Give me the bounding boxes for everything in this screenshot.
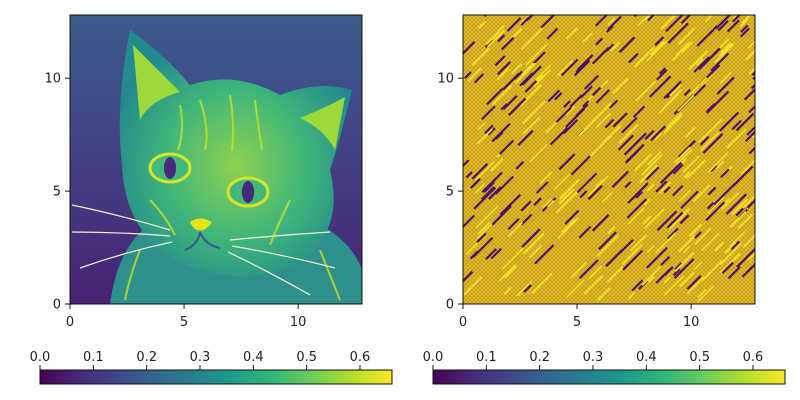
colorbar-tick-label: 0.0 bbox=[30, 350, 51, 365]
colorbar-tick-label: 0.2 bbox=[529, 350, 550, 365]
right-heatmap-panel bbox=[462, 14, 756, 305]
y-tick-label: 10 bbox=[437, 72, 454, 87]
y-tick-label: 0 bbox=[53, 298, 61, 313]
colorbar-tick-label: 0.6 bbox=[350, 350, 371, 365]
x-tick-label: 0 bbox=[459, 315, 467, 330]
colorbar bbox=[432, 369, 786, 385]
colorbar bbox=[39, 369, 393, 385]
x-tick-label: 10 bbox=[683, 315, 700, 330]
x-tick-label: 5 bbox=[573, 315, 581, 330]
colorbar-tick-label: 0.5 bbox=[296, 350, 317, 365]
colorbar-tick-label: 0.2 bbox=[136, 350, 157, 365]
colorbar-tick-label: 0.4 bbox=[243, 350, 264, 365]
right-heatmap-image bbox=[463, 15, 755, 304]
y-tick-label: 5 bbox=[446, 185, 454, 200]
x-tick-label: 0 bbox=[66, 315, 74, 330]
x-tick-label: 5 bbox=[180, 315, 188, 330]
colorbar-tick-label: 0.3 bbox=[190, 350, 211, 365]
x-tick-label: 10 bbox=[290, 315, 307, 330]
y-tick-label: 10 bbox=[44, 72, 61, 87]
colorbar-tick-label: 0.5 bbox=[689, 350, 710, 365]
colorbar-tick-label: 0.3 bbox=[583, 350, 604, 365]
left-heatmap-panel bbox=[69, 14, 363, 305]
colorbar-tick-label: 0.1 bbox=[476, 350, 497, 365]
y-tick-label: 5 bbox=[53, 185, 61, 200]
colorbar-tick-label: 0.0 bbox=[423, 350, 444, 365]
colorbar-tick-label: 0.1 bbox=[83, 350, 104, 365]
colorbar-tick-label: 0.4 bbox=[636, 350, 657, 365]
colorbar-tick-label: 0.6 bbox=[743, 350, 764, 365]
left-heatmap-image bbox=[70, 15, 362, 304]
y-tick-label: 0 bbox=[446, 298, 454, 313]
